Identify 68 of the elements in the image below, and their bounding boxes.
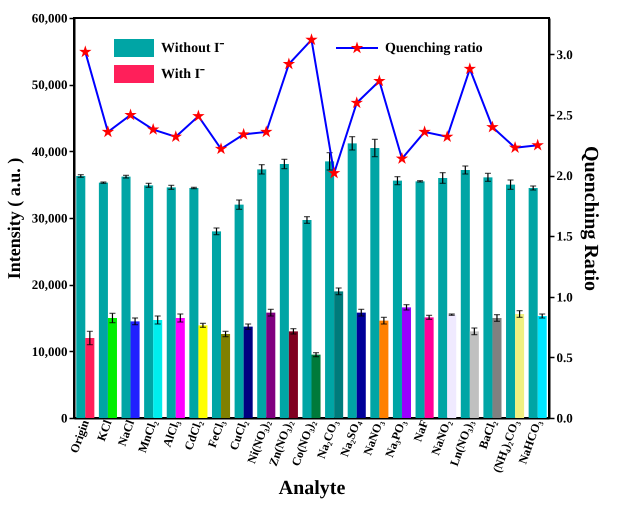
bar <box>302 220 312 418</box>
bar <box>189 188 198 418</box>
legend-label: Without I⁻ <box>161 41 224 56</box>
x-tick-label: CuCl₂ <box>226 418 250 452</box>
y2-tick-label: 0.5 <box>556 350 574 365</box>
bar <box>416 181 425 418</box>
y-tick-label: 0 <box>61 410 68 426</box>
y2-tick-label: 1.0 <box>556 289 573 304</box>
y-tick-label: 20,000 <box>32 277 68 292</box>
y-axis-title: Intensity ( a.u. ) <box>4 158 24 280</box>
bar <box>76 176 86 418</box>
bar <box>470 331 479 418</box>
y-tick-label: 60,000 <box>32 10 68 26</box>
bar <box>280 164 289 418</box>
x-tick-label: CdCl₂ <box>181 418 206 452</box>
bar <box>288 331 298 418</box>
y-tick-label: 10,000 <box>32 344 68 359</box>
bar <box>98 182 108 418</box>
bar <box>85 338 94 418</box>
legend-label: Quenching ratio <box>385 41 483 56</box>
bar <box>460 170 470 418</box>
y2-tick-label: 3.0 <box>556 46 573 62</box>
bar <box>198 325 208 418</box>
bar <box>221 334 230 418</box>
bar <box>212 231 222 418</box>
x-tick-label: KCl <box>94 417 115 443</box>
y2-tick-label: 1.5 <box>556 228 574 244</box>
x-tick-label: AlCl₃ <box>160 418 182 449</box>
bar <box>266 312 276 418</box>
bar <box>483 177 492 418</box>
bar <box>492 318 502 418</box>
bar <box>325 161 334 418</box>
x-tick-label: Origin <box>67 418 92 455</box>
bar <box>176 318 185 418</box>
bar <box>334 291 344 418</box>
bar <box>244 326 253 418</box>
y2-tick-label: 2.0 <box>556 168 573 184</box>
bar <box>144 185 154 418</box>
bar <box>348 143 357 418</box>
bar <box>108 318 117 418</box>
bar <box>515 314 524 418</box>
y-tick-label: 50,000 <box>32 77 68 92</box>
bar <box>438 178 448 418</box>
bar <box>234 204 244 418</box>
bar <box>424 317 434 418</box>
x-axis-title: Analyte <box>278 477 346 500</box>
bar <box>356 312 366 418</box>
x-tick-label: NaF <box>410 418 432 444</box>
y-tick-label: 40,000 <box>32 144 68 159</box>
bar <box>379 320 388 418</box>
y-tick-label: 30,000 <box>32 210 68 226</box>
bar <box>506 184 516 418</box>
bar <box>130 321 140 418</box>
x-tick-label: NaCl <box>114 417 138 448</box>
bar <box>392 180 402 418</box>
bar <box>153 320 162 418</box>
bar <box>447 314 456 418</box>
bar <box>402 307 412 418</box>
y2-tick-label: 0.0 <box>556 410 573 426</box>
x-tick-label: FeCl₃ <box>204 418 228 450</box>
bar <box>122 176 131 418</box>
bar <box>370 148 380 418</box>
y2-tick-label: 2.5 <box>556 107 574 122</box>
y2-axis-title: Quenching Ratio <box>580 146 602 292</box>
bar <box>312 354 321 418</box>
legend-label: With I⁻ <box>161 67 206 82</box>
bar <box>166 187 176 418</box>
bar <box>257 169 266 418</box>
